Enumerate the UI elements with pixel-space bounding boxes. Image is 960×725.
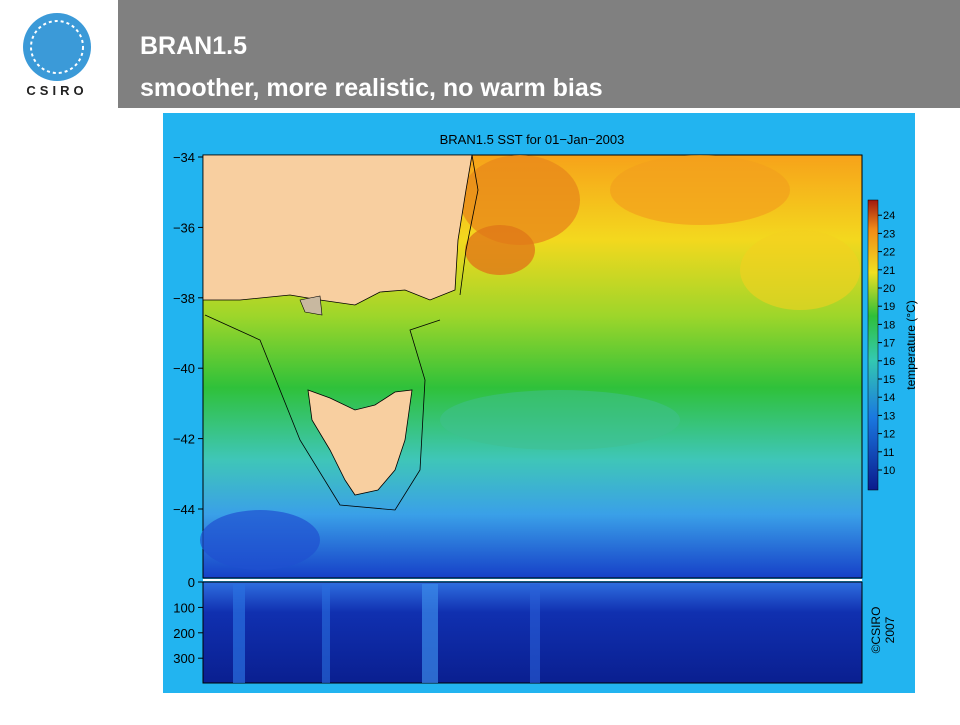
depth-section <box>202 581 863 684</box>
colorbar-tick-label: 19 <box>883 301 895 313</box>
header-band <box>118 0 960 108</box>
colorbar-tick-label: 16 <box>883 356 895 368</box>
title: BRAN1.5 <box>140 32 247 60</box>
colorbar-tick-label: 14 <box>883 392 895 404</box>
colorbar-tick-label: 24 <box>883 210 895 222</box>
logo <box>23 13 91 81</box>
colorbar-tick-label: 22 <box>883 247 895 259</box>
latitude-label: −44 <box>173 502 195 517</box>
latitude-label: −36 <box>173 220 195 235</box>
colorbar-tick-label: 23 <box>883 228 895 240</box>
colorbar-tick-label: 11 <box>883 447 894 459</box>
colorbar-tick-label: 18 <box>883 319 895 331</box>
colorbar-tick-label: 12 <box>883 429 895 441</box>
latitude-label: −40 <box>173 361 195 376</box>
latitude-label: −34 <box>173 150 195 165</box>
colorbar-tick-label: 13 <box>883 410 895 422</box>
colorbar-tick-label: 20 <box>883 283 895 295</box>
colorbar-tick-label: 21 <box>883 265 895 277</box>
latitude-label: −38 <box>173 291 195 306</box>
depth-label: 0 <box>188 575 195 590</box>
logo-text: CSIRO <box>26 83 87 98</box>
depth-label: 200 <box>173 626 195 641</box>
copyright: ©CSIRO <box>869 607 883 654</box>
figure-title: BRAN1.5 SST for 01−Jan−2003 <box>440 132 625 147</box>
latitude-label: −42 <box>173 432 195 447</box>
colorbar-tick-label: 10 <box>883 465 895 477</box>
subtitle: smoother, more realistic, no warm bias <box>140 74 603 102</box>
colorbar <box>867 199 879 491</box>
depth-label: 100 <box>173 600 195 615</box>
colorbar-label: temperature (°C) <box>904 300 918 390</box>
copyright-year: 2007 <box>883 616 897 643</box>
colorbar-tick-label: 17 <box>883 338 895 350</box>
map <box>200 154 863 579</box>
depth-label: 300 <box>173 651 195 666</box>
logo-pattern <box>30 20 84 74</box>
colorbar-tick-label: 15 <box>883 374 895 386</box>
